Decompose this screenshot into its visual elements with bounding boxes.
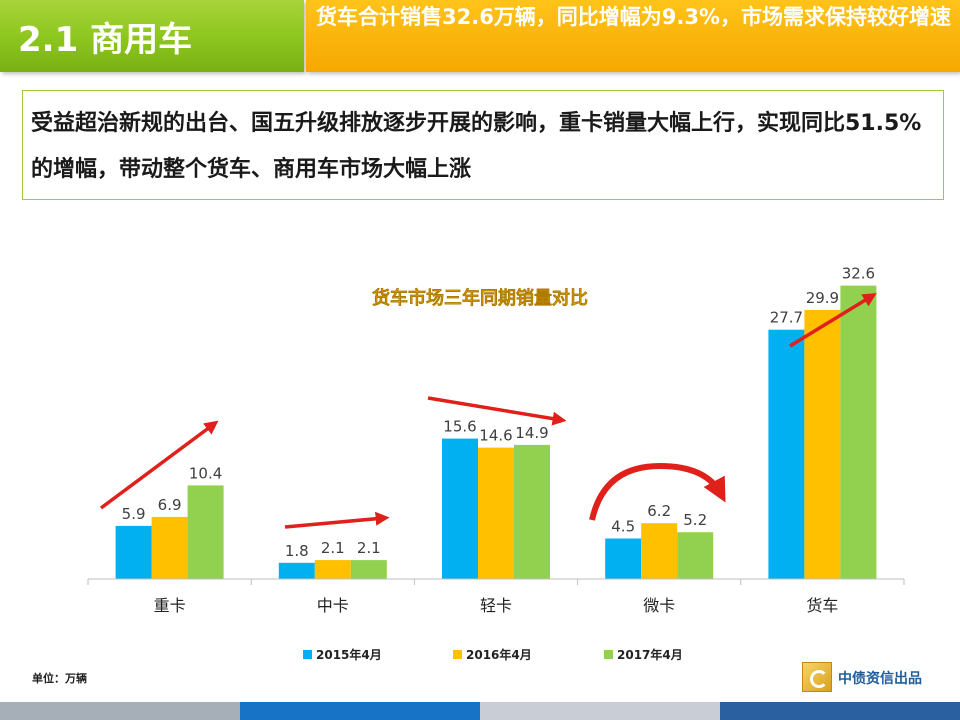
data-label: 2.1 — [357, 539, 381, 557]
brand-logo-icon — [802, 662, 832, 692]
data-label: 6.9 — [158, 496, 182, 514]
legend-label: 2015年4月 — [316, 647, 382, 662]
bar — [187, 485, 224, 579]
trend-arrow-medium — [284, 511, 390, 529]
bar — [278, 562, 315, 579]
footer-segment — [240, 702, 480, 720]
category-tick-label: 中卡 — [317, 596, 349, 615]
data-label: 32.6 — [842, 265, 875, 283]
bar — [151, 516, 188, 579]
brand-text: 中债资信出品 — [838, 671, 922, 687]
summary-text: 受益超治新规的出台、国五升级排放逐步开展的影响，重卡销量大幅上行，实现同比51.… — [31, 111, 922, 182]
data-label: 4.5 — [611, 518, 635, 536]
bar — [804, 309, 841, 579]
category-tick-label: 货车 — [806, 596, 838, 615]
legend-swatch — [604, 650, 613, 659]
bar — [840, 285, 877, 579]
headline-text: 货车合计销售32.6万辆，同比增幅为9.3%，市场需求保持较好增速 — [316, 5, 952, 29]
bar — [115, 525, 152, 579]
bar — [605, 538, 642, 579]
data-label: 29.9 — [806, 289, 839, 307]
legend-label: 2016年4月 — [466, 647, 532, 662]
category-tick-label: 重卡 — [154, 596, 186, 615]
trend-arrow-heavy — [99, 420, 219, 510]
section-title: 2.1 商用车 — [18, 20, 193, 60]
data-label: 10.4 — [189, 464, 222, 482]
legend-swatch — [303, 650, 312, 659]
footer-segment — [0, 702, 240, 720]
bar — [514, 444, 550, 579]
section-title-tag: 2.1 商用车 — [0, 0, 304, 72]
data-label: 15.6 — [443, 418, 476, 436]
category-tick-label: 轻卡 — [480, 596, 512, 615]
data-label: 5.2 — [683, 511, 707, 529]
bar — [677, 532, 714, 579]
data-label: 2.1 — [321, 539, 345, 557]
data-label: 27.7 — [770, 309, 803, 327]
data-label: 6.2 — [647, 502, 671, 520]
bar — [442, 438, 478, 579]
bar — [350, 560, 387, 579]
unit-note: 单位：万辆 — [32, 672, 87, 685]
bar — [478, 447, 514, 579]
summary-box: 受益超治新规的出台、国五升级排放逐步开展的影响，重卡销量大幅上行，实现同比51.… — [22, 90, 944, 200]
data-label: 5.9 — [122, 505, 146, 523]
legend-swatch — [453, 650, 462, 659]
bar — [641, 523, 678, 579]
chart-title: 货车市场三年同期销量对比 — [372, 287, 588, 309]
trend-arrow-mini — [589, 462, 726, 521]
headline-banner: 货车合计销售32.6万辆，同比增幅为9.3%，市场需求保持较好增速 — [306, 0, 960, 72]
data-label: 14.9 — [515, 424, 548, 442]
legend-label: 2017年4月 — [617, 647, 683, 662]
category-tick-label: 微卡 — [643, 596, 675, 615]
footer-segment — [480, 702, 720, 720]
data-label: 1.8 — [285, 542, 309, 560]
footer-segment — [720, 702, 960, 720]
trend-arrow-light — [427, 396, 567, 426]
data-label: 14.6 — [479, 427, 512, 445]
trend-arrow-truck — [789, 293, 877, 348]
bar — [768, 329, 805, 579]
brand-mark: 中债资信出品 — [802, 662, 952, 694]
bar — [314, 560, 351, 579]
footer-color-bar — [0, 702, 960, 720]
